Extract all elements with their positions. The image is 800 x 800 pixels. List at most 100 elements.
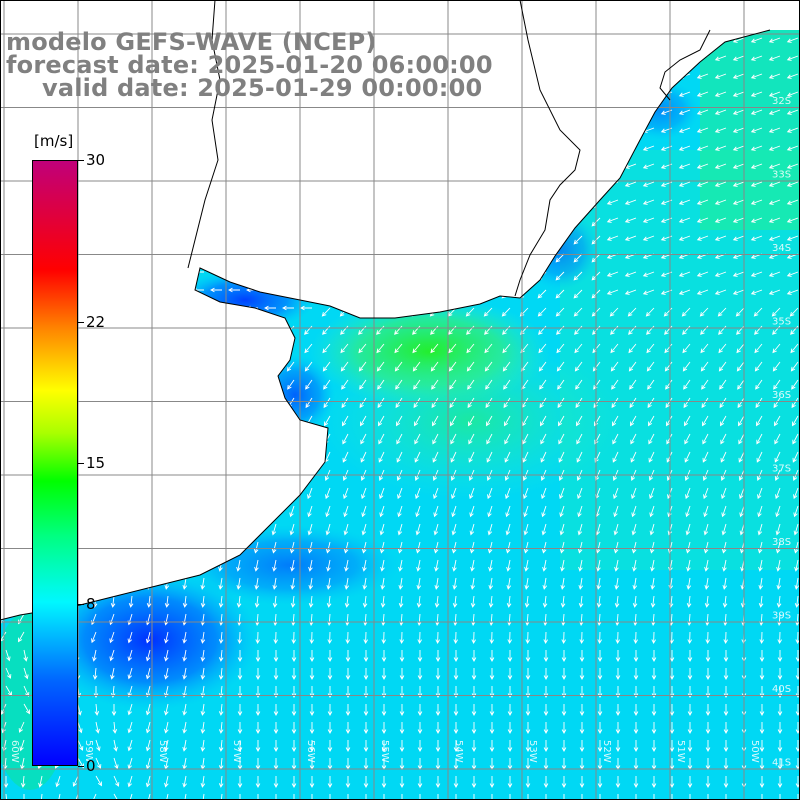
wind-arrow: [127, 721, 133, 734]
wind-arrow: [750, 91, 763, 97]
wind-arrow: [606, 235, 619, 241]
wind-arrow: [448, 325, 457, 335]
wind-arrow: [776, 559, 781, 572]
wind-arrow: [541, 541, 547, 554]
wind-arrow: [236, 577, 242, 590]
wind-arrow: [646, 325, 655, 335]
wind-arrow: [702, 415, 709, 427]
wind-arrow: [732, 91, 745, 97]
wind-arrow: [759, 722, 765, 734]
colorbar-tick-mark: [78, 160, 84, 161]
wind-arrow: [254, 559, 259, 572]
wind-arrow: [164, 739, 169, 752]
wind-arrow: [615, 722, 621, 734]
wind-arrow: [398, 577, 404, 590]
wind-arrow: [577, 523, 583, 536]
wind-arrow: [412, 343, 421, 354]
wind-arrow: [642, 145, 655, 151]
wind-arrow: [506, 577, 512, 590]
wind-arrow: [648, 433, 655, 445]
wind-arrow: [717, 307, 727, 317]
wind-arrow: [714, 199, 727, 205]
wind-arrow: [489, 776, 495, 788]
wind-arrow: [109, 631, 115, 644]
wind-arrow: [736, 361, 745, 372]
wind-arrow: [609, 307, 619, 317]
wind-arrow: [561, 613, 566, 626]
wind-arrow: [413, 397, 421, 409]
wind-arrow: [255, 722, 261, 734]
latitude-label: 39S: [772, 611, 791, 622]
wind-arrow: [613, 541, 619, 554]
wind-arrow: [777, 613, 782, 626]
wind-arrow: [714, 55, 727, 61]
wind-arrow: [452, 595, 458, 608]
wind-arrow: [359, 397, 367, 409]
wind-arrow: [777, 776, 783, 788]
wind-arrow: [696, 73, 709, 79]
wind-arrow: [686, 595, 692, 608]
wind-arrow: [417, 776, 423, 788]
wind-arrow: [485, 379, 493, 390]
wind-arrow: [430, 361, 439, 372]
wind-arrow: [696, 145, 709, 151]
wind-arrow: [759, 740, 765, 752]
wind-arrow: [678, 145, 691, 151]
wind-arrow: [718, 325, 727, 335]
wind-arrow: [577, 505, 583, 518]
wind-arrow: [613, 487, 619, 500]
wind-arrow: [606, 271, 619, 277]
wind-arrow: [414, 415, 421, 427]
wind-arrow: [541, 487, 547, 500]
wind-arrow: [327, 776, 333, 788]
wind-arrow: [381, 740, 387, 752]
wind-arrow: [358, 343, 367, 354]
wind-arrow: [525, 613, 530, 626]
map-title: modelo GEFS-WAVE (NCEP): [6, 28, 377, 56]
wind-arrow: [344, 577, 350, 590]
wind-arrow: [777, 650, 783, 662]
wind-arrow: [145, 703, 151, 716]
wind-arrow: [579, 776, 585, 788]
wind-arrow: [574, 361, 583, 372]
wind-arrow: [504, 433, 511, 445]
wind-arrow: [309, 668, 315, 680]
wind-arrow: [453, 613, 458, 626]
wind-arrow: [395, 397, 403, 409]
wind-arrow: [305, 397, 313, 409]
wind-arrow: [777, 631, 782, 644]
wind-arrow: [629, 397, 637, 409]
wind-arrow: [307, 505, 313, 518]
wind-arrow: [737, 397, 745, 409]
wind-arrow: [684, 433, 691, 445]
wind-arrow: [664, 343, 673, 354]
wind-arrow: [286, 361, 295, 372]
wind-arrow: [611, 397, 619, 409]
wind-arrow: [686, 577, 692, 590]
wind-arrow: [417, 650, 423, 662]
wind-arrow: [450, 415, 457, 427]
longitude-label: 55W: [379, 740, 390, 763]
wind-arrow: [343, 541, 349, 554]
wind-arrow: [327, 704, 333, 716]
wind-arrow: [757, 541, 763, 554]
wind-arrow: [379, 487, 385, 500]
wind-arrow: [576, 415, 583, 427]
wind-arrow: [723, 776, 729, 788]
wind-arrow: [291, 613, 296, 626]
wind-arrow: [507, 740, 513, 752]
wind-arrow: [543, 722, 549, 734]
wind-arrow: [732, 163, 745, 169]
wind-arrow: [714, 163, 727, 169]
wind-arrow: [663, 307, 673, 317]
wind-arrow: [768, 235, 781, 241]
wind-arrow: [685, 541, 691, 554]
wind-arrow: [487, 523, 493, 536]
latitude-label: 36S: [772, 390, 791, 401]
colorbar-unit: [m/s]: [34, 132, 74, 150]
colorbar-tick-label: 0: [86, 757, 96, 775]
wind-arrow: [723, 722, 729, 734]
wind-arrow: [381, 631, 386, 644]
wind-arrow: [396, 415, 403, 427]
wind-arrow: [606, 289, 619, 295]
